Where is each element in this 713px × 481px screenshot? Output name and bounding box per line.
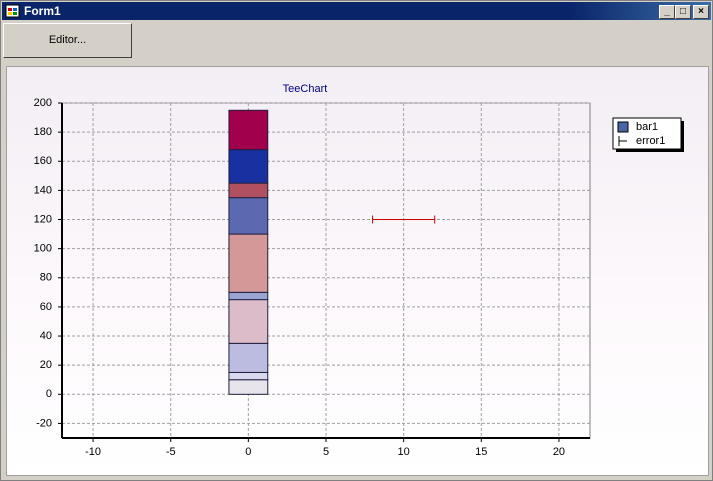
title-bar: Form1 _ □ × <box>2 2 711 20</box>
bar-segment <box>228 371 269 381</box>
y-tick-label: 100 <box>34 243 52 255</box>
bar-segment <box>228 233 269 293</box>
y-tick-label: 200 <box>34 97 52 109</box>
bar-segment <box>228 182 269 199</box>
y-tick-label: 180 <box>34 126 52 138</box>
bar-segment <box>228 379 269 395</box>
x-tick-label: 0 <box>245 446 251 458</box>
app-icon <box>5 4 20 18</box>
bar-segment <box>228 109 269 151</box>
x-tick-label: -10 <box>85 446 101 458</box>
error-bar <box>372 215 436 224</box>
x-tick-label: 20 <box>553 446 565 458</box>
bar-segment <box>228 197 269 235</box>
y-tick-label: 60 <box>40 301 52 313</box>
window-title: Form1 <box>24 4 61 18</box>
x-tick-label: -5 <box>166 446 176 458</box>
minimize-button[interactable]: _ <box>659 5 675 19</box>
y-tick-label: 40 <box>40 330 52 342</box>
legend-label: bar1 <box>636 121 658 133</box>
chart-title: TeeChart <box>283 83 328 95</box>
bar-segment <box>228 299 269 344</box>
y-tick-label: 120 <box>34 213 52 225</box>
y-tick-label: 20 <box>40 359 52 371</box>
x-tick-label: 5 <box>323 446 329 458</box>
bar-segment <box>228 342 269 373</box>
x-tick-label: 15 <box>475 446 487 458</box>
editor-button[interactable]: Editor... <box>3 23 132 58</box>
x-tick-label: 10 <box>398 446 410 458</box>
bar-segment <box>228 291 269 301</box>
chart-panel <box>6 66 709 476</box>
close-button[interactable]: × <box>693 5 709 19</box>
maximize-button[interactable]: □ <box>675 5 691 19</box>
y-tick-label: -20 <box>36 417 52 429</box>
y-tick-label: 80 <box>40 272 52 284</box>
legend-swatch <box>617 121 629 133</box>
y-tick-label: 160 <box>34 155 52 167</box>
y-tick-label: 140 <box>34 184 52 196</box>
bar-segment <box>228 149 269 184</box>
legend-label: error1 <box>636 135 665 147</box>
y-tick-label: 0 <box>46 388 52 400</box>
